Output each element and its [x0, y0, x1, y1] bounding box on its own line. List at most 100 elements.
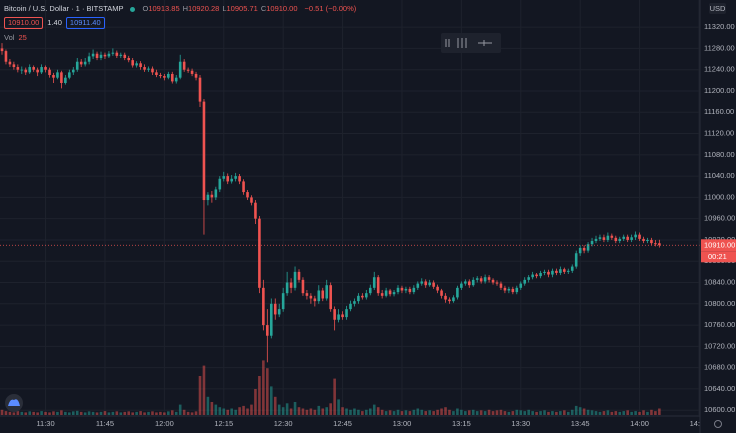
volume-bar — [75, 410, 79, 415]
last-price-box — [701, 239, 736, 252]
candle-body — [527, 277, 530, 280]
candle-body — [646, 239, 649, 242]
candle-body — [515, 287, 519, 293]
candle-body — [531, 274, 534, 278]
volume-bar — [147, 411, 150, 415]
volume-bar — [444, 407, 447, 415]
volume-bar — [167, 411, 170, 415]
volume-bar — [24, 412, 28, 415]
x-tick-label: 12:15 — [214, 419, 233, 428]
volume-bar — [222, 408, 226, 415]
volume-bar — [630, 411, 633, 415]
bid-button[interactable]: 10910.00 — [4, 17, 44, 29]
candle-body — [353, 301, 356, 304]
volume-bar — [44, 411, 47, 415]
volume-bar — [40, 411, 43, 415]
candle-body — [559, 269, 562, 273]
candle-body — [12, 64, 16, 68]
candle-body — [83, 61, 87, 65]
candle-body — [404, 288, 408, 291]
candle-body — [384, 290, 388, 296]
volume-bar — [384, 411, 388, 415]
candle-body — [64, 77, 67, 83]
candle-body — [107, 53, 111, 57]
volume-bar — [317, 405, 321, 415]
candle-body — [368, 287, 372, 294]
candle-body — [214, 189, 218, 198]
candle-body — [507, 288, 511, 291]
candle-body — [0, 48, 4, 52]
x-tick-label: 13:00 — [393, 419, 412, 428]
volume-bar — [293, 402, 297, 415]
volume-bar — [368, 408, 372, 415]
candle-body — [24, 69, 28, 73]
volume-bar — [372, 404, 376, 415]
market-status — [130, 6, 136, 12]
x-tick-label: 12:00 — [155, 419, 174, 428]
volume-bar — [483, 411, 487, 415]
candle-body — [357, 295, 360, 302]
volume-bar — [226, 409, 230, 415]
volume-bar — [301, 408, 305, 415]
candle-body — [630, 237, 633, 240]
symbol-title[interactable]: Bitcoin / U.S. Dollar · 1 · BITSTAMP — [4, 4, 124, 13]
y-tick-label: 10680.00 — [704, 363, 735, 372]
settings-button[interactable] — [714, 420, 722, 428]
volume-bar — [64, 411, 67, 415]
volume-bar — [543, 410, 546, 415]
volume-bar — [618, 411, 622, 415]
volume-bar — [467, 410, 471, 415]
candle-body — [52, 75, 55, 78]
volume-bar — [404, 410, 408, 415]
volume-bar — [91, 411, 95, 415]
candle-body — [210, 194, 214, 198]
candle-body — [269, 303, 273, 336]
volume-bar — [218, 407, 222, 415]
candle-body — [642, 238, 645, 242]
volume-pane — [0, 360, 661, 415]
candle-body — [293, 271, 297, 288]
volume-bar — [495, 410, 499, 415]
candle-body — [543, 271, 546, 273]
candle-body — [186, 69, 190, 71]
volume-bar — [186, 411, 190, 415]
volume-bar — [416, 408, 420, 415]
time-axis — [0, 416, 736, 433]
volume-bar — [103, 411, 107, 415]
candle-body — [511, 288, 515, 293]
candle-body — [424, 281, 428, 286]
y-tick-label: 11280.00 — [704, 43, 735, 52]
x-tick-label: 12:45 — [333, 419, 352, 428]
volume-bar — [559, 411, 562, 415]
volume-bar — [238, 407, 241, 415]
ask-button[interactable]: 10911.40 — [65, 17, 105, 29]
candle-body — [452, 297, 455, 302]
volume-bar — [586, 409, 590, 415]
candle-body — [495, 282, 499, 284]
volume-bar — [309, 408, 313, 415]
volume-bar — [547, 411, 550, 415]
volume-bar — [460, 409, 463, 415]
y-tick-label: 10840.00 — [704, 278, 735, 287]
volume-bar — [650, 409, 653, 415]
y-tick-label: 11320.00 — [704, 22, 735, 31]
candle-body — [28, 67, 32, 73]
volume-bar — [83, 412, 87, 415]
volume-bar — [507, 411, 511, 415]
candle-body — [317, 290, 321, 302]
volume-bar — [115, 411, 119, 415]
volume-bar — [16, 411, 20, 415]
candle-body — [448, 299, 451, 302]
candle-body — [551, 270, 554, 275]
toolbar[interactable] — [441, 33, 501, 53]
candle-body — [570, 266, 574, 271]
candle-body — [75, 61, 79, 70]
volume-bar — [163, 412, 166, 415]
legend-key: O — [142, 4, 149, 13]
x-tick-label: 13:30 — [511, 419, 530, 428]
candle-body — [582, 247, 586, 251]
candle-body — [574, 253, 578, 267]
candle-body — [337, 314, 340, 320]
volume-bar — [523, 411, 527, 415]
symbol-row: Bitcoin / U.S. Dollar · 1 · BITSTAMP O 10… — [4, 3, 359, 15]
